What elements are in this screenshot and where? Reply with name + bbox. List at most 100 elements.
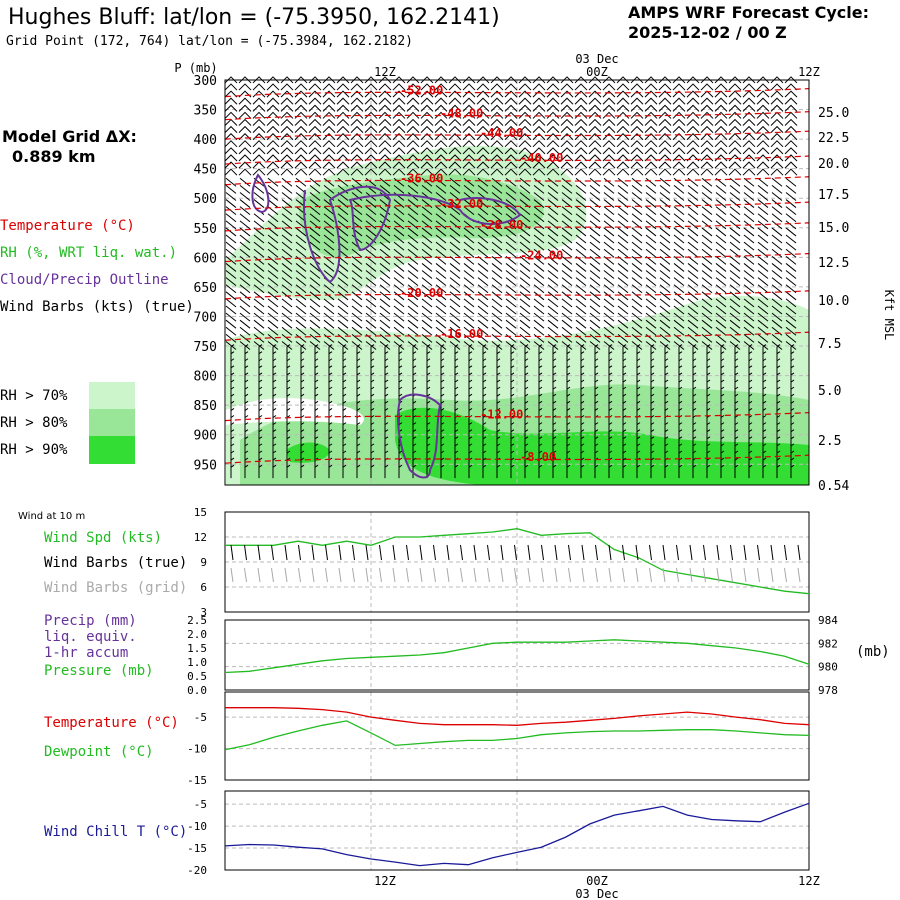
wind-barb [448,154,462,162]
wind-barb-flag [678,436,683,440]
wind-barb [463,326,475,336]
wind-barb-chevron [784,97,798,105]
wind-barb [449,255,461,265]
wind-barb [602,125,616,133]
wind-barb-shaft [239,291,251,301]
wind-barb-chevron [378,118,392,126]
wind-barb-flag [762,358,767,362]
wind-barb-chevron [714,125,728,133]
wind-barb-flag [748,344,753,347]
wind-barb-chevron [756,140,770,148]
wind-barb-shaft [673,227,685,237]
wind-barb-shaft [365,291,377,301]
wind-barb-shaft [785,177,797,187]
wind-barb-shaft [519,341,531,350]
wind-barb-shaft [715,305,727,315]
wind-barb [729,263,741,272]
wind-barb [476,83,490,91]
wind-barb [463,319,475,329]
wind-barb [519,227,531,237]
wind-barb-shaft [785,206,797,216]
wind-barb-flag [594,379,599,383]
wind-barb-shaft [547,184,559,194]
wind-barb-shaft [491,227,503,237]
wind-barb-shaft [309,305,321,315]
wind-barb-shaft [561,192,573,201]
wind-barb-chevron [280,147,294,155]
wind-barb-shaft [673,213,685,223]
wind-barb [505,319,517,329]
wind-barb-chevron [378,133,392,141]
wind-barb-chevron [392,147,406,155]
wind-barb-flag [580,379,585,383]
wind-barb-shaft [715,291,727,301]
wind-barb-shaft [715,298,727,308]
wind-barb-flag [398,351,403,355]
wind-barb-shaft [477,177,489,187]
wind-barb-chevron [392,154,406,162]
wind-barb-flag [328,393,333,397]
wind-barb-shaft [253,220,265,230]
wind-barb-flag [692,443,697,447]
wind-barb-shaft [365,206,377,216]
wind-barb [378,90,392,98]
wind-barb-shaft [547,177,559,187]
wind-barb-flag [370,351,375,355]
wind-barb-chevron [616,125,630,133]
wind-barb [743,298,755,308]
wind-barb [546,76,560,84]
wind-barb-chevron [784,154,798,162]
wind-barb [239,206,251,216]
wind-barb [407,341,419,350]
wind-barb-flag [258,372,263,376]
wind-barb [281,277,293,287]
wind-barb [239,291,251,301]
wind-barb [771,206,783,216]
wind-barb-shaft [449,234,461,244]
wind-barb-flag [734,443,739,447]
wind-barb [603,248,615,258]
wind-barb-shaft [267,305,279,315]
wind-barb [323,241,335,251]
wind-barb-flag [356,443,361,447]
wind-barb-chevron [476,118,490,126]
wind-barb-chevron [378,140,392,148]
wind-barb-flag [790,386,795,390]
wind-barb-shaft [365,241,377,251]
wind-barb-flag [748,379,753,383]
wind-barb [686,118,700,126]
wind-barb-chevron [322,154,336,162]
wind-barb-shaft [337,263,349,272]
wind-barb-shaft [435,220,447,230]
wind-barb [659,241,671,251]
wind-barb-flag [566,422,571,426]
wind-barb [532,154,546,162]
wind-barb-flag [524,351,529,355]
wind-barb [308,125,322,133]
wind-barb [224,97,238,105]
wind-barb-shaft [421,326,433,336]
wind-barb [617,227,629,237]
wind-barb-chevron [224,90,238,98]
wind-barb [365,234,377,244]
wind-barb-shaft [393,199,405,208]
wind-barb-chevron [630,76,644,84]
wind-barb [477,241,489,251]
wind-barb-shaft [757,248,769,258]
wind-barb-shaft [393,305,405,315]
wind-barb-flag [524,365,529,369]
wind-barb-chevron [686,168,700,176]
wind-barb [532,140,546,148]
wind-barb-flag [272,400,277,404]
wind-barb-flag [720,429,725,433]
wind-barb-shaft [533,305,545,315]
top-time-12z-b: 12Z [798,65,820,79]
wind-barb-flag [622,408,627,411]
wind-barb-shaft [435,298,447,308]
wind-barb-chevron [742,111,756,119]
wind-barb [686,147,700,155]
wind-barb-shaft [407,298,419,308]
wind-barb-chevron [378,97,392,105]
wind-barb [505,284,517,294]
wind-barb [631,177,643,187]
